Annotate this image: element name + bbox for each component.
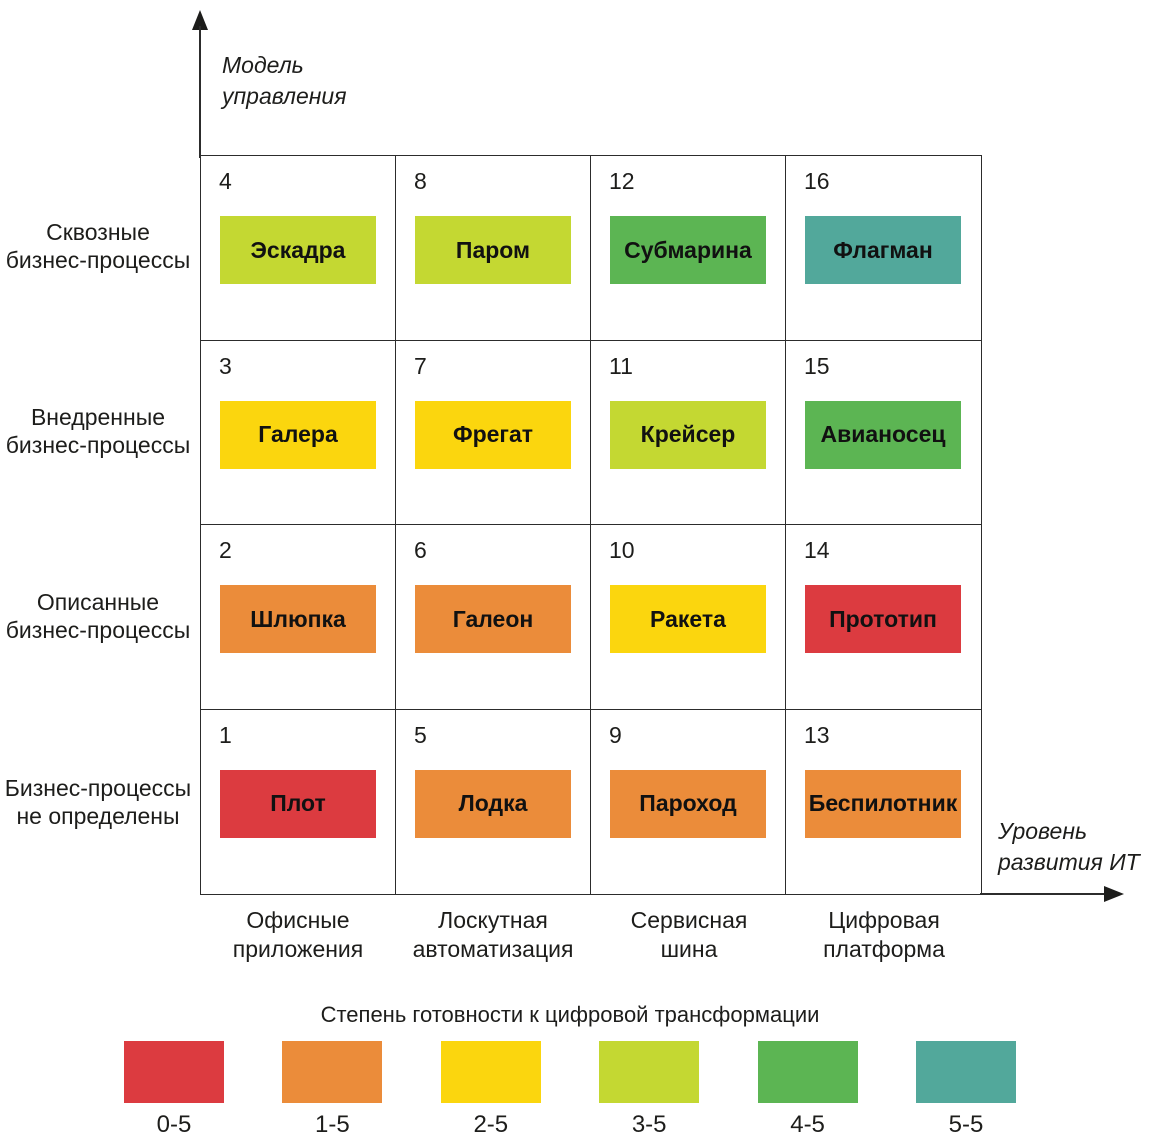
matrix-cell-5: 5 Лодка	[396, 709, 591, 894]
matrix-cell-1: 1 Плот	[201, 709, 396, 894]
cell-number: 6	[414, 537, 427, 563]
cell-number: 1	[219, 721, 232, 748]
legend-item-3-5: 3-5	[599, 1041, 700, 1139]
cell-box-fregat: Фрегат	[415, 400, 571, 469]
legend-item-4-5: 4-5	[757, 1041, 858, 1139]
row-label-undefined-processes: Бизнес-процессы не определены	[4, 775, 192, 829]
legend-swatch-orange	[282, 1041, 383, 1103]
y-axis-label: Модель управления	[222, 52, 347, 109]
cell-box-flagman: Флагман	[805, 216, 961, 284]
matrix-cell-9: 9 Пароход	[591, 709, 786, 894]
legend-item-2-5: 2-5	[440, 1041, 541, 1139]
row-label-end-to-end-processes: Сквозные бизнес-процессы	[5, 219, 191, 273]
legend-swatch-teal	[915, 1041, 1016, 1103]
cell-box-parom: Паром	[415, 216, 571, 284]
legend: Степень готовности к цифровой трансформа…	[124, 1002, 1016, 1139]
legend-item-5-5: 5-5	[915, 1041, 1016, 1139]
matrix-cell-4: 4 Эскадра	[201, 156, 396, 341]
cell-number: 14	[804, 537, 830, 563]
cell-number: 4	[219, 168, 232, 194]
cell-box-kreyser: Крейсер	[610, 400, 766, 469]
matrix-cell-16: 16 Флагман	[786, 156, 981, 341]
legend-label: 3-5	[631, 1111, 667, 1138]
legend-label: 1-5	[315, 1111, 350, 1138]
matrix-cell-15: 15 Авианосец	[786, 341, 981, 525]
x-axis-line	[980, 893, 1112, 895]
matrix-cell-12: 12 Субмарина	[591, 156, 786, 341]
cell-box-parokhod: Пароход	[610, 769, 766, 838]
row-label-described-processes: Описанные бизнес-процессы	[5, 589, 191, 643]
matrix-cell-13: 13 Беспилотник	[786, 710, 981, 895]
cell-box-avianosets: Авианосец	[805, 400, 961, 469]
cell-number: 7	[414, 352, 427, 379]
legend-label: 0-5	[156, 1111, 192, 1138]
cell-number: 9	[609, 721, 622, 748]
cell-number: 15	[804, 352, 830, 379]
legend-swatch-yellow	[440, 1041, 541, 1103]
cell-number: 11	[609, 352, 633, 379]
cell-number: 16	[804, 168, 830, 194]
matrix-cell-10: 10 Ракета	[591, 525, 786, 710]
y-axis-arrow-icon	[192, 10, 208, 30]
matrix-cell-11: 11 Крейсер	[591, 340, 786, 525]
cell-number: 13	[804, 721, 830, 748]
cell-number: 2	[219, 537, 232, 563]
cell-number: 8	[414, 168, 427, 194]
cell-box-raketa: Ракета	[610, 585, 766, 653]
cell-box-eskadra: Эскадра	[220, 216, 376, 284]
cell-box-bespilotnik: Беспилотник	[805, 769, 961, 838]
cell-number: 5	[414, 721, 427, 748]
legend-swatch-red	[124, 1041, 224, 1103]
y-axis-line	[199, 26, 201, 158]
cell-box-submarina: Субмарина	[610, 216, 766, 284]
x-axis-arrow-icon	[1104, 886, 1124, 902]
cell-box-lodka: Лодка	[415, 769, 571, 838]
cell-box-shlyupka: Шлюпка	[220, 585, 376, 653]
matrix-cell-2: 2 Шлюпка	[201, 525, 396, 710]
cell-box-galeon: Галеон	[415, 585, 571, 653]
legend-swatch-green	[757, 1041, 858, 1103]
col-label-digital-platform: Цифровая платформа	[823, 907, 945, 962]
legend-label: 4-5	[790, 1111, 825, 1138]
legend-label: 2-5	[473, 1111, 509, 1138]
cell-box-prototip: Прототип	[805, 585, 961, 653]
legend-item-1-5: 1-5	[282, 1041, 383, 1139]
row-label-implemented-processes: Внедренные бизнес-процессы	[5, 404, 191, 458]
cell-box-galera: Галера	[220, 400, 376, 469]
legend-label: 5-5	[948, 1111, 984, 1138]
matrix-cell-7: 7 Фрегат	[396, 340, 591, 525]
col-label-office-apps: Офисные приложения	[232, 907, 364, 962]
legend-item-0-5: 0-5	[124, 1041, 224, 1139]
cell-number: 12	[609, 168, 635, 194]
matrix-cell-14: 14 Прототип	[786, 525, 981, 710]
cell-number: 10	[609, 537, 635, 563]
col-label-service-bus: Сервисная шина	[630, 907, 748, 962]
legend-title: Степень готовности к цифровой трансформа…	[320, 1002, 820, 1027]
legend-row: 0-5 1-5 2-5 3-5 4-5 5-5	[124, 1041, 1016, 1139]
x-axis-label: Уровень развития ИТ	[998, 818, 1140, 875]
matrix-cell-3: 3 Галера	[201, 340, 396, 525]
cell-box-plot: Плот	[220, 769, 376, 838]
legend-swatch-yellow-green	[599, 1041, 700, 1103]
matrix-grid: 4 Эскадра 8 Паром 12 Субмарина 16 Флагма…	[200, 155, 982, 895]
col-label-patchwork-automation: Лоскутная автоматизация	[412, 907, 574, 962]
cell-number: 3	[219, 352, 232, 379]
matrix-cell-6: 6 Галеон	[396, 525, 591, 710]
matrix-cell-8: 8 Паром	[396, 156, 591, 341]
